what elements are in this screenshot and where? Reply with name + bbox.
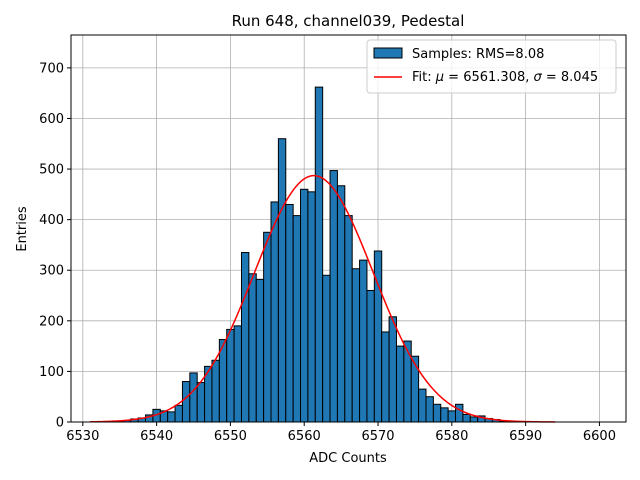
- histogram-bar-19: [255, 278, 265, 423]
- histogram-bar-18: [248, 273, 257, 423]
- histogram-bar-33: [359, 259, 368, 423]
- fit-curve: [90, 174, 556, 423]
- y-axis-label: Entries: [15, 206, 30, 252]
- y-tick-label-5: 500: [39, 163, 64, 178]
- legend-fit-sigma-symbol: σ: [534, 70, 543, 85]
- histogram-bars: [115, 86, 508, 423]
- legend: Samples: RMS=8.08 Fit: μ = 6561.308, σ =…: [366, 39, 617, 94]
- histogram-bar-24: [292, 215, 302, 423]
- histogram-bar-46: [455, 403, 464, 423]
- legend-fit-label: Fit: μ = 6561.308, σ = 8.045: [412, 70, 598, 85]
- histogram-bar-16: [233, 325, 242, 423]
- legend-histogram-label: Samples: RMS=8.08: [412, 47, 544, 62]
- y-tick-label-4: 400: [39, 213, 64, 228]
- histogram-bar-9: [181, 381, 191, 423]
- x-tick-label-6: 6590: [509, 429, 542, 444]
- histogram-bar-13: [211, 359, 220, 423]
- histogram-bar-7: [167, 411, 176, 423]
- histogram-bar-22: [277, 138, 287, 423]
- histogram-bar-27: [314, 86, 324, 423]
- legend-fit-text-3: = 8.045: [542, 70, 598, 85]
- legend-fit-text-2: = 6561.308,: [444, 70, 533, 85]
- histogram-bar-34: [366, 289, 375, 423]
- histogram-bar-42: [425, 396, 434, 423]
- x-tick-label-7: 6600: [583, 429, 616, 444]
- chart-title: Run 648, channel039, Pedestal: [232, 12, 465, 30]
- histogram-bar-21: [270, 201, 279, 423]
- histogram-bar-32: [351, 268, 361, 423]
- histogram-bar-26: [307, 191, 316, 423]
- x-axis-label: ADC Counts: [309, 451, 387, 466]
- plot-frame: [70, 34, 627, 423]
- x-tick-label-2: 6550: [214, 429, 247, 444]
- histogram-bar-41: [418, 388, 427, 423]
- histogram-bar-28: [322, 274, 331, 423]
- histogram-bar-44: [440, 407, 449, 423]
- x-tick-label-1: 6540: [140, 429, 173, 444]
- axes: 6530 6540 6550 6560 6570 6580 6590 6600 0 100 200 3…: [39, 34, 627, 444]
- histogram-bar-40: [410, 355, 420, 423]
- x-tick-label-3: 6560: [288, 429, 321, 444]
- histogram-bar-11: [196, 382, 206, 423]
- histogram-bar-25: [300, 188, 309, 423]
- x-tick-label-5: 6580: [435, 429, 468, 444]
- histogram-bar-43: [432, 403, 442, 423]
- legend-histogram-swatch: [373, 47, 403, 59]
- histogram-bar-23: [285, 203, 294, 423]
- histogram-bar-17: [240, 252, 250, 423]
- y-tick-label-6: 600: [39, 112, 64, 127]
- y-tick-label-2: 200: [39, 314, 64, 329]
- histogram-bar-30: [336, 185, 346, 423]
- histogram-bar-47: [462, 413, 471, 423]
- histogram-bar-20: [263, 231, 272, 423]
- x-tick-label-4: 6570: [361, 429, 394, 444]
- histogram-bar-15: [226, 328, 235, 423]
- histogram-bar-31: [344, 215, 353, 423]
- legend-fit-text-1: Fit:: [412, 70, 436, 85]
- histogram-bar-29: [329, 170, 338, 423]
- histogram-bar-48: [469, 416, 479, 423]
- y-tick-label-7: 700: [39, 61, 64, 76]
- legend-frame: [366, 39, 617, 94]
- x-tick-label-0: 6530: [66, 429, 99, 444]
- histogram-bar-45: [447, 410, 457, 423]
- histogram-bar-39: [403, 340, 412, 423]
- histogram-bar-10: [189, 372, 198, 423]
- legend-fit-mu-symbol: μ: [435, 70, 444, 85]
- y-tick-label-1: 100: [39, 365, 64, 380]
- histogram-bar-37: [388, 316, 397, 423]
- histogram-bar-36: [381, 331, 390, 423]
- histogram-bar-38: [395, 345, 405, 423]
- y-tick-label-3: 300: [39, 264, 64, 279]
- y-tick-label-0: 0: [56, 416, 64, 431]
- histogram-bar-8: [174, 404, 183, 423]
